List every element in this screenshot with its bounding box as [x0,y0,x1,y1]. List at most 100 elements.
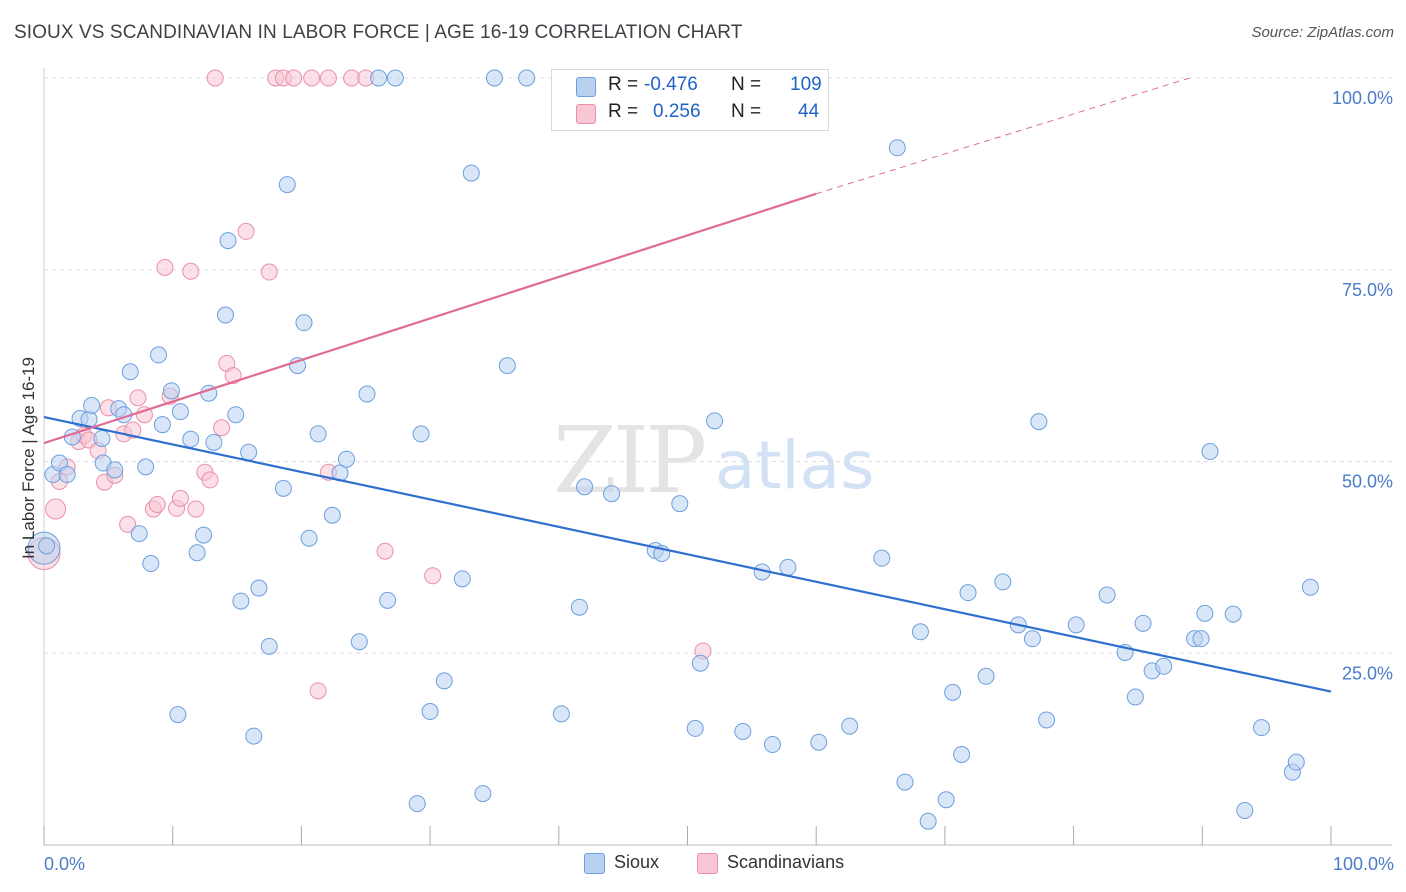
n-label: N = [731,74,762,95]
sioux-point [1126,688,1144,706]
sioux-point [219,232,237,250]
scandinavians-legend-swatch [697,853,718,874]
sioux-point [250,579,268,597]
sioux-point [153,416,171,434]
sioux-point [937,791,955,809]
correlation-legend: R = -0.476 N = 109 R = 0.256 N = 44 [551,69,829,131]
sioux-point [1301,578,1319,596]
r-label: R = [608,101,639,122]
sioux-point [142,555,160,573]
sioux-point [888,139,906,157]
sioux-legend-swatch [584,853,605,874]
sioux-point [227,406,245,424]
sioux-point [1287,753,1305,771]
sioux-point [295,314,313,332]
sioux-point [408,795,426,813]
sioux-point [309,425,327,443]
scandinavian-point [148,495,166,513]
sioux-point [896,773,914,791]
sioux-point [576,478,594,496]
r-value: 0.256 [653,101,701,122]
sioux-trend-line [43,415,1332,693]
sioux-point [691,654,709,672]
sioux-point [994,573,1012,591]
tick-labels: 100.0% 75.0% 50.0% 25.0% 0.0% 100.0% [44,88,1394,874]
sioux-point [106,461,124,479]
sioux-point [169,706,187,724]
scandinavian-point [187,500,205,518]
sioux-point [386,69,404,87]
sioux-point [58,466,76,484]
watermark-atlas: atlas [715,427,875,504]
sioux-point [137,458,155,476]
sioux-point [953,745,971,763]
sioux-point [323,506,341,524]
y-tick-label: 75.0% [1342,280,1393,300]
x-tick-label: 0.0% [44,854,85,874]
sioux-point [977,667,995,685]
r-label: R = [608,74,639,95]
scandinavian-point [343,69,361,87]
chart-title: SIOUX VS SCANDINAVIAN IN LABOR FORCE | A… [14,22,743,43]
y-tick-label: 100.0% [1332,88,1393,108]
scandinavian-point [201,471,219,489]
sioux-point [182,430,200,448]
n-label: N = [731,101,762,122]
scandinavian-point [309,682,327,700]
sioux-point [205,433,223,451]
sioux-point [706,412,724,430]
sioux-point [603,485,621,503]
sioux-point [1155,657,1173,675]
scandinavian-point [376,542,394,560]
grid-lines [44,77,1392,654]
sioux-point [278,176,296,194]
scandinavian-point [260,263,278,281]
sioux-point [1098,586,1116,604]
r-value: -0.476 [644,74,698,95]
sioux-point [570,598,588,616]
sioux-legend-label: Sioux [614,852,660,872]
sioux-point [1030,413,1048,431]
sioux-point [1196,604,1214,622]
sioux-point [216,306,234,324]
sioux-point [911,623,929,641]
n-value: 44 [798,101,820,122]
sioux-point [83,397,101,415]
scandinavians-swatch [576,104,596,124]
scandinavian-point [171,489,189,507]
sioux-point [552,705,570,723]
sioux-point [171,403,189,421]
sioux-point [188,544,206,562]
sioux-point [1201,443,1219,461]
scandinavians-legend-label: Scandinavians [727,852,845,872]
data-points [27,69,1319,830]
sioux-point [1023,630,1041,648]
source-credit: Source: ZipAtlas.com [1251,24,1394,41]
sioux-swatch [576,77,596,97]
sioux-point [734,722,752,740]
sioux-point [763,736,781,754]
sioux-point [300,529,318,547]
scandinavian-point [135,406,153,424]
sioux-point [1067,616,1085,634]
y-tick-label: 50.0% [1342,472,1393,492]
sioux-point [130,525,148,543]
scandinavian-point [213,419,231,437]
sioux-point [474,785,492,803]
sioux-point [435,672,453,690]
sioux-point [150,346,168,364]
trend-lines [43,77,1332,693]
scandinavian-trend-extension [816,77,1190,195]
sioux-point [412,425,430,443]
sioux-point [671,495,689,513]
sioux-point [686,719,704,737]
sioux-point [121,363,139,381]
scandinavian-point [237,222,255,240]
scandinavian-point [424,567,442,585]
sioux-point [1236,801,1254,819]
scandinavian-point [285,69,303,87]
sioux-point [485,69,503,87]
scandinavian-point-large [45,498,67,520]
scandinavian-point [129,389,147,407]
